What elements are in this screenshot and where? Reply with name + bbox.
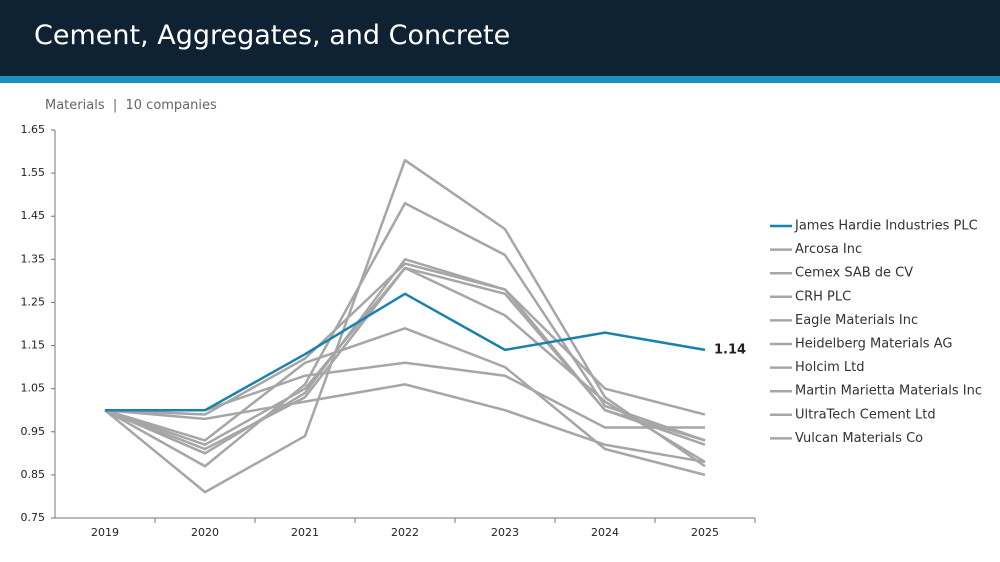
y-tick-label: 1.25	[21, 295, 46, 308]
legend-label: Arcosa Inc	[795, 242, 862, 257]
x-tick-label: 2020	[191, 526, 219, 539]
legend-label: CRH PLC	[795, 289, 851, 304]
legend-label: Cemex SAB de CV	[795, 266, 913, 281]
chart-subtitle: Materials | 10 companies	[45, 98, 217, 113]
y-tick-label: 1.55	[21, 166, 46, 179]
y-tick-label: 1.65	[21, 123, 46, 136]
series-line	[105, 292, 706, 412]
series-line	[104, 383, 706, 464]
y-tick-label: 1.45	[21, 209, 46, 222]
y-tick-label: 1.35	[21, 252, 46, 265]
legend-label: Eagle Materials Inc	[795, 313, 918, 328]
legend-label: Heidelberg Materials AG	[795, 337, 952, 352]
legend-label: Holcim Ltd	[795, 360, 865, 375]
y-tick-label: 0.85	[21, 468, 46, 481]
y-tick-label: 0.75	[21, 511, 46, 524]
legend-label: Vulcan Materials Co	[795, 431, 923, 446]
data-label: 1.14	[714, 342, 746, 357]
legend-label: UltraTech Cement Ltd	[795, 407, 936, 422]
header-bar	[0, 0, 1000, 76]
y-tick-label: 1.15	[21, 339, 46, 352]
legend-label: Martin Marietta Materials Inc	[795, 384, 982, 399]
x-tick-label: 2023	[491, 526, 519, 539]
header-stripe	[0, 76, 1000, 83]
chart-title: Cement, Aggregates, and Concrete	[34, 20, 511, 51]
y-tick-label: 1.05	[21, 382, 46, 395]
series-line	[104, 258, 706, 455]
x-tick-label: 2021	[291, 526, 319, 539]
x-tick-label: 2024	[591, 526, 619, 539]
x-tick-label: 2019	[91, 526, 119, 539]
y-tick-label: 0.95	[21, 425, 46, 438]
series-line	[104, 266, 706, 464]
x-tick-label: 2025	[691, 526, 719, 539]
series-line	[104, 158, 706, 494]
series-line	[104, 202, 706, 468]
series-line	[104, 327, 706, 477]
x-tick-label: 2022	[391, 526, 419, 539]
legend-label: James Hardie Industries PLC	[794, 219, 978, 234]
series-line	[104, 266, 706, 446]
